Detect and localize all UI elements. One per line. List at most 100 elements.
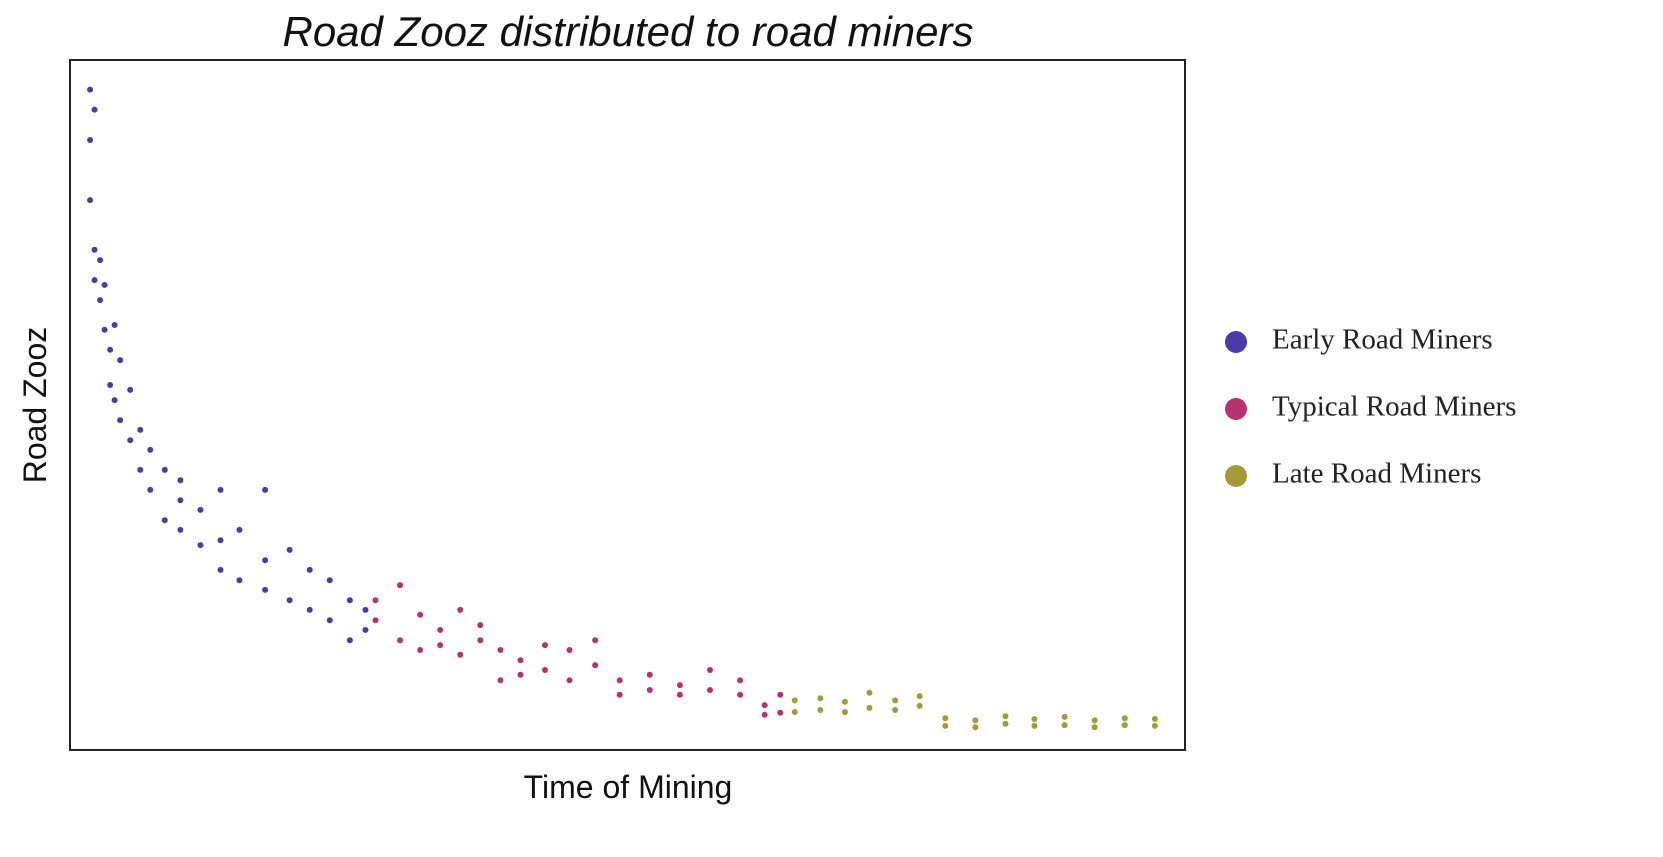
- scatter-point: [517, 657, 524, 664]
- legend-label: Early Road Miners: [1272, 324, 1493, 356]
- scatter-point: [1031, 715, 1038, 722]
- scatter-point: [1091, 724, 1098, 731]
- chart-title: Road Zooz distributed to road miners: [282, 8, 973, 55]
- scatter-point: [777, 691, 784, 698]
- scatter-point: [87, 197, 94, 204]
- scatter-point: [477, 637, 484, 644]
- scatter-point: [761, 711, 768, 718]
- scatter-point: [417, 611, 424, 618]
- scatter-point: [236, 577, 243, 584]
- scatter-point: [1002, 713, 1009, 720]
- scatter-point: [616, 677, 623, 684]
- scatter-point: [1151, 722, 1158, 729]
- scatter-point: [326, 577, 333, 584]
- scatter-point: [1002, 720, 1009, 727]
- scatter-point: [107, 346, 114, 353]
- scatter-point: [147, 446, 154, 453]
- scatter-point: [161, 517, 168, 524]
- scatter-point: [707, 686, 714, 693]
- scatter-point: [127, 386, 134, 393]
- scatter-point: [97, 297, 104, 304]
- scatter-point: [326, 617, 333, 624]
- scatter-point: [111, 397, 118, 404]
- legend-label: Late Road Miners: [1272, 458, 1481, 490]
- scatter-point: [817, 695, 824, 702]
- scatter-point: [817, 706, 824, 713]
- scatter-point: [942, 722, 949, 729]
- scatter-point: [592, 662, 599, 669]
- scatter-point: [841, 698, 848, 705]
- scatter-point: [362, 626, 369, 633]
- scatter-point: [457, 606, 464, 613]
- scatter-point: [517, 671, 524, 678]
- scatter-point: [217, 486, 224, 493]
- scatter-point: [87, 86, 94, 93]
- scatter-point: [616, 691, 623, 698]
- scatter-point: [646, 671, 653, 678]
- scatter-point: [117, 357, 124, 364]
- x-axis-label: Time of Mining: [524, 769, 733, 805]
- scatter-point: [1031, 722, 1038, 729]
- scatter-point: [1061, 713, 1068, 720]
- legend-marker: [1225, 465, 1247, 487]
- scatter-point: [566, 677, 573, 684]
- scatter-point: [91, 106, 98, 113]
- scatter-point: [417, 646, 424, 653]
- scatter-point: [676, 691, 683, 698]
- legend-marker: [1225, 398, 1247, 420]
- scatter-point: [1121, 715, 1128, 722]
- scatter-point: [101, 326, 108, 333]
- scatter-point: [306, 566, 313, 573]
- scatter-point: [646, 686, 653, 693]
- scatter-point: [972, 717, 979, 724]
- scatter-point: [942, 715, 949, 722]
- scatter-point: [217, 566, 224, 573]
- scatter-point: [397, 637, 404, 644]
- scatter-point: [1061, 722, 1068, 729]
- scatter-point: [457, 651, 464, 658]
- scatter-point: [892, 697, 899, 704]
- scatter-point: [372, 597, 379, 604]
- scatter-point: [101, 281, 108, 288]
- scatter-point: [791, 709, 798, 716]
- scatter-point: [1091, 717, 1098, 724]
- scatter-point: [177, 477, 184, 484]
- scatter-point: [866, 689, 873, 696]
- scatter-point: [262, 586, 269, 593]
- scatter-point: [236, 526, 243, 533]
- scatter-point: [177, 497, 184, 504]
- scatter-point: [286, 597, 293, 604]
- scatter-point: [497, 646, 504, 653]
- scatter-point: [97, 257, 104, 264]
- scatter-point: [87, 137, 94, 144]
- scatter-point: [217, 537, 224, 544]
- scatter-point: [866, 704, 873, 711]
- scatter-point: [197, 506, 204, 513]
- scatter-point: [117, 417, 124, 424]
- scatter-point: [346, 637, 353, 644]
- scatter-point: [437, 626, 444, 633]
- scatter-point: [791, 697, 798, 704]
- scatter-point: [286, 546, 293, 553]
- scatter-point: [737, 677, 744, 684]
- scatter-point: [737, 691, 744, 698]
- scatter-point: [91, 277, 98, 284]
- scatter-point: [841, 709, 848, 716]
- scatter-point: [1151, 715, 1158, 722]
- y-axis-label: Road Zooz: [17, 327, 53, 484]
- scatter-point: [541, 666, 548, 673]
- scatter-point: [676, 682, 683, 689]
- scatter-point: [306, 606, 313, 613]
- scatter-point: [262, 486, 269, 493]
- scatter-point: [111, 321, 118, 328]
- scatter-point: [346, 597, 353, 604]
- scatter-point: [372, 617, 379, 624]
- scatter-point: [161, 466, 168, 473]
- scatter-point: [197, 542, 204, 549]
- scatter-point: [1121, 722, 1128, 729]
- scatter-point: [137, 466, 144, 473]
- scatter-point: [397, 582, 404, 589]
- scatter-point: [107, 381, 114, 388]
- scatter-point: [262, 557, 269, 564]
- scatter-point: [91, 246, 98, 253]
